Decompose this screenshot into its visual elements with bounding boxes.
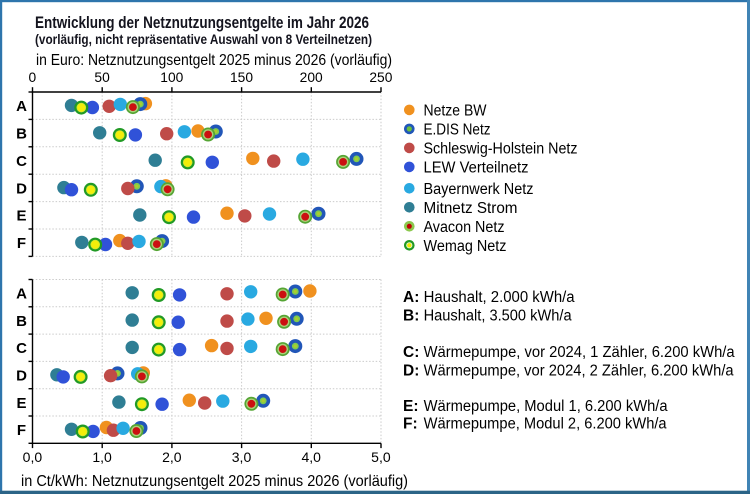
svg-text:Entwicklung der Netznutzungs: Entwicklung der Netznutzungsentgelte im …: [35, 13, 369, 32]
svg-text:A: A: [16, 286, 27, 303]
svg-text:5,0: 5,0: [371, 449, 391, 465]
svg-text:D: D: [16, 367, 27, 384]
svg-text:B: B: [16, 126, 27, 143]
svg-text:A: A: [16, 98, 27, 115]
svg-text:250: 250: [369, 70, 392, 85]
svg-text:C:: C:: [403, 344, 419, 361]
svg-text:E: E: [16, 208, 26, 225]
svg-text:Haushalt, 3.500 kWh/a: Haushalt, 3.500 kWh/a: [424, 307, 572, 324]
svg-text:2,0: 2,0: [162, 449, 182, 465]
svg-text:in Ct/kWh: Netznutzungsentgel: in Ct/kWh: Netznutzungsentgelt 2025 minu…: [21, 473, 408, 490]
svg-text:200: 200: [300, 70, 323, 85]
svg-text:Wärmepumpe, vor 2024, 2 Zähle: Wärmepumpe, vor 2024, 2 Zähler, 6.200 kW…: [424, 362, 734, 379]
svg-text:LEW Verteilnetz: LEW Verteilnetz: [424, 160, 529, 177]
svg-text:Mitnetz Strom: Mitnetz Strom: [424, 200, 518, 217]
svg-text:F: F: [17, 422, 26, 439]
svg-text:F: F: [17, 235, 26, 252]
svg-text:B: B: [16, 313, 27, 330]
svg-text:Wärmepumpe, Modul 2, 6.200 kW: Wärmepumpe, Modul 2, 6.200 kWh/a: [424, 415, 667, 432]
svg-text:Wärmepumpe, vor 2024, 1 Zähle: Wärmepumpe, vor 2024, 1 Zähler, 6.200 kW…: [424, 344, 735, 361]
svg-text:Netze BW: Netze BW: [424, 103, 487, 120]
svg-text:1,0: 1,0: [92, 449, 112, 465]
svg-text:4,0: 4,0: [301, 449, 321, 465]
svg-text:150: 150: [230, 70, 253, 85]
svg-text:C: C: [16, 340, 27, 357]
svg-text:in Euro: Netznutzungsentgelt: in Euro: Netznutzungsentgelt 2025 minus …: [36, 52, 392, 69]
svg-text:F:: F:: [403, 415, 418, 432]
svg-text:E: E: [16, 395, 26, 412]
svg-text:E.DIS Netz: E.DIS Netz: [424, 122, 491, 139]
svg-text:E:: E:: [403, 398, 419, 415]
svg-text:3,0: 3,0: [232, 449, 252, 465]
svg-text:A:: A:: [403, 289, 419, 306]
svg-text:100: 100: [160, 70, 183, 85]
svg-text:Wemag Netz: Wemag Netz: [424, 238, 507, 255]
svg-text:0,0: 0,0: [23, 449, 43, 465]
svg-text:Wärmepumpe, Modul 1, 6.200 kW: Wärmepumpe, Modul 1, 6.200 kWh/a: [424, 398, 668, 415]
svg-text:Bayernwerk Netz: Bayernwerk Netz: [424, 181, 534, 198]
svg-text:B:: B:: [403, 307, 419, 324]
svg-text:0: 0: [29, 70, 37, 85]
svg-text:D:: D:: [403, 362, 419, 379]
svg-text:(vorläufig, nicht repräsentati: (vorläufig, nicht repräsentative Auswahl…: [35, 32, 372, 48]
svg-text:D: D: [16, 180, 27, 197]
svg-text:Schleswig-Holstein Netz: Schleswig-Holstein Netz: [424, 141, 578, 158]
svg-text:C: C: [16, 153, 27, 170]
svg-text:50: 50: [94, 70, 110, 85]
svg-text:Avacon Netz: Avacon Netz: [424, 219, 505, 236]
svg-text:Haushalt, 2.000 kWh/a: Haushalt, 2.000 kWh/a: [424, 289, 575, 306]
